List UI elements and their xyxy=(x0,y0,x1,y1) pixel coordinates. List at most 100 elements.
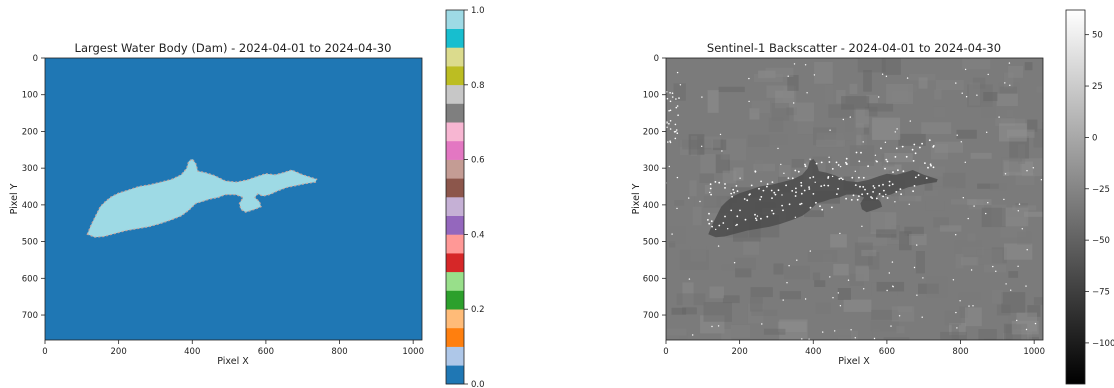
water-x-tick-label: 800 xyxy=(331,347,347,357)
backscatter-patch xyxy=(676,293,706,306)
backscatter-patch xyxy=(1036,86,1043,93)
backscatter-speckle-point xyxy=(804,165,807,168)
backscatter-patch xyxy=(876,281,905,292)
backscatter-speckle-point xyxy=(730,192,733,195)
backscatter-patch xyxy=(671,307,687,315)
backscatter-speckle-point xyxy=(1040,179,1043,181)
backscatter-patch xyxy=(824,135,853,141)
backscatter-speckle-point xyxy=(995,270,997,272)
backscatter-speckle-point xyxy=(678,97,680,99)
backscatter-speckle-point xyxy=(832,297,834,299)
backscatter-patch xyxy=(861,133,872,157)
backscatter-speckle-point xyxy=(914,152,917,155)
backscatter-patch xyxy=(1003,161,1034,176)
backscatter-patch xyxy=(992,289,1003,304)
backscatter-speckle-point xyxy=(762,189,765,192)
backscatter-patch xyxy=(995,118,1015,126)
backscatter-patch xyxy=(944,310,962,326)
backscatter-patch xyxy=(718,86,745,93)
backscatter-speckle-point xyxy=(794,195,797,197)
backscatter-patch xyxy=(1024,62,1033,71)
backscatter-speckle-point xyxy=(750,184,753,187)
backscatter-speckle-point xyxy=(987,202,989,204)
backscatter-patch xyxy=(991,247,1007,264)
backscatter-speckle-point xyxy=(885,158,888,161)
backscatter-speckle-point xyxy=(820,161,823,164)
backscatter-speckle-point xyxy=(676,176,679,179)
backscatter-speckle-point xyxy=(701,96,703,98)
backscatter-speckle-point xyxy=(962,197,964,199)
backscatter-speckle-point xyxy=(1025,328,1028,331)
backscatter-patch xyxy=(849,145,875,166)
backscatter-speckle-point xyxy=(882,183,884,186)
backscatter-patch xyxy=(813,127,837,146)
water-colorbar-tick-label: 0.0 xyxy=(471,380,485,388)
backscatter-patch xyxy=(1027,119,1038,132)
backscatter-speckle-point xyxy=(845,197,847,200)
backscatter-speckle-point xyxy=(793,63,796,65)
backscatter-patch xyxy=(753,73,783,82)
backscatter-patch xyxy=(884,153,913,163)
backscatter-patch xyxy=(881,154,895,167)
backscatter-patch xyxy=(833,328,853,336)
backscatter-speckle-point xyxy=(714,181,717,183)
backscatter-speckle-point xyxy=(699,200,701,203)
backscatter-speckle-point xyxy=(788,265,790,267)
backscatter-speckle-point xyxy=(851,176,854,179)
backscatter-speckle-point xyxy=(781,204,783,207)
backscatter-speckle-point xyxy=(674,123,677,126)
backscatter-patch xyxy=(1002,333,1029,340)
backscatter-patch xyxy=(690,245,707,262)
backscatter-patch xyxy=(703,302,732,322)
backscatter-speckle-point xyxy=(874,154,877,156)
backscatter-patch xyxy=(804,210,824,218)
backscatter-patch xyxy=(751,309,778,316)
backscatter-patch xyxy=(861,249,877,257)
backscatter-speckle-point xyxy=(718,224,721,227)
backscatter-speckle-point xyxy=(791,177,794,180)
backscatter-patch xyxy=(871,119,901,139)
backscatter-patch xyxy=(989,183,1007,191)
backscatter-speckle-point xyxy=(669,109,672,112)
backscatter-patch xyxy=(934,89,942,100)
backscatter-patch xyxy=(775,90,795,109)
backscatter-patch xyxy=(679,249,709,270)
backscatter-patch xyxy=(896,326,905,334)
backscatter-patch xyxy=(984,264,1006,273)
backscatter-speckle-point xyxy=(760,217,762,220)
backscatter-patch xyxy=(857,58,886,73)
backscatter-patch xyxy=(960,256,979,266)
backscatter-patch xyxy=(1033,128,1043,148)
backscatter-patch xyxy=(751,100,771,113)
backscatter-patch xyxy=(841,96,870,110)
backscatter-patch xyxy=(678,130,703,147)
water-y-tick-label: 200 xyxy=(22,127,38,137)
backscatter-speckle-point xyxy=(900,193,902,196)
backscatter-speckle-point xyxy=(744,218,747,221)
backscatter-speckle-point xyxy=(676,71,679,74)
backscatter-speckle-point xyxy=(709,187,712,190)
backscatter-patch xyxy=(733,167,744,181)
backscatter-patch xyxy=(688,134,705,155)
backscatter-speckle-point xyxy=(666,122,668,124)
backscatter-speckle-point xyxy=(743,198,746,200)
backscatter-speckle-point xyxy=(679,84,682,86)
backscatter-speckle-point xyxy=(878,184,880,187)
backscatter-speckle-point xyxy=(852,194,855,197)
water-colorbar-segment xyxy=(446,327,464,347)
backscatter-speckle-point xyxy=(809,250,811,252)
water-colorbar-segment xyxy=(446,140,464,160)
backscatter-speckle-point xyxy=(862,186,865,188)
backscatter-speckle-point xyxy=(671,233,673,235)
backscatter-speckle-point xyxy=(875,197,878,200)
backscatter-patch xyxy=(1002,159,1010,176)
backscatter-patch xyxy=(765,67,794,77)
backscatter-speckle-point xyxy=(669,92,671,94)
water-y-tick-label: 0 xyxy=(33,54,38,64)
backscatter-speckle-point xyxy=(837,292,839,294)
backscatter-patch xyxy=(908,85,917,92)
backscatter-speckle-point xyxy=(711,225,713,228)
backscatter-speckle-point xyxy=(733,262,736,264)
backscatter-speckle xyxy=(666,62,1043,340)
backscatter-speckle-point xyxy=(888,272,890,274)
